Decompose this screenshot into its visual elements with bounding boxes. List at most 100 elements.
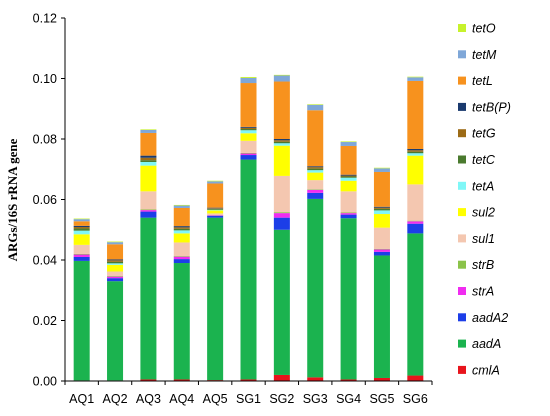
x-tick-label: SG4 bbox=[336, 392, 361, 406]
bar-segment-sg1-tetbp bbox=[240, 126, 257, 128]
bar-segment-aq5-sul1 bbox=[207, 213, 224, 215]
bar-segment-aq5-tetc bbox=[207, 208, 224, 210]
bar-segment-aq3-tetbp bbox=[140, 155, 157, 158]
legend-label: tetL bbox=[472, 74, 493, 88]
legend-swatch bbox=[458, 129, 466, 138]
bar-segment-sg2-teto bbox=[273, 74, 290, 76]
bar-segment-sg3-tetg bbox=[307, 167, 324, 169]
legend-swatch bbox=[458, 76, 466, 85]
bar-segment-aq2-tetm bbox=[107, 242, 124, 245]
bar-segment-aq5-aada bbox=[207, 217, 224, 381]
legend-swatch bbox=[458, 260, 466, 269]
legend-label: aadA2 bbox=[472, 311, 508, 325]
legend-label: sul2 bbox=[472, 206, 495, 220]
bar-segment-sg1-tetl bbox=[240, 83, 257, 127]
bar-segment-sg4-teta bbox=[340, 177, 357, 181]
x-tick-label: SG3 bbox=[303, 392, 328, 406]
bar-segment-sg6-tetbp bbox=[407, 148, 424, 151]
bar-segment-aq4-tetl bbox=[173, 207, 190, 227]
legend-swatch bbox=[458, 365, 466, 374]
y-tick-label: 0.06 bbox=[33, 193, 57, 207]
bar-segment-aq5-tetbp bbox=[207, 207, 224, 209]
bar-segment-sg6-strb bbox=[407, 220, 424, 222]
bar-segment-sg6-teto bbox=[407, 76, 424, 78]
bar-segment-sg6-stra bbox=[407, 221, 424, 224]
bar-segment-sg3-cmla bbox=[307, 377, 324, 381]
bar-segment-aq1-tetbp bbox=[73, 225, 90, 228]
bar-segment-aq3-sul2 bbox=[140, 165, 157, 192]
bar-segment-sg5-tetbp bbox=[373, 206, 390, 208]
bar-segment-aq3-aada bbox=[140, 217, 157, 380]
bar-segment-sg6-teta bbox=[407, 153, 424, 156]
legend-label: tetB(P) bbox=[472, 100, 511, 114]
bar-segment-sg4-tetbp bbox=[340, 174, 357, 176]
bar-segment-sg4-tetc bbox=[340, 176, 357, 178]
legend-swatch bbox=[458, 287, 466, 295]
bar-segment-sg1-strb bbox=[240, 152, 257, 154]
bar-segment-sg1-sul1 bbox=[240, 140, 257, 153]
bar-segment-aq1-stra bbox=[73, 254, 90, 257]
legend-label: cmlA bbox=[472, 363, 500, 377]
bar-segment-sg1-teta bbox=[240, 130, 257, 134]
bar-segment-sg2-strb bbox=[273, 212, 290, 214]
y-tick-label: 0.10 bbox=[33, 72, 57, 86]
x-tick-label: AQ3 bbox=[136, 392, 161, 406]
bar-segment-sg6-sul1 bbox=[407, 184, 424, 221]
bar-segment-sg1-aada bbox=[240, 159, 257, 380]
legend-label: tetC bbox=[472, 153, 496, 167]
bar-segment-sg4-aada bbox=[340, 218, 357, 380]
bar-segment-sg2-aada bbox=[273, 229, 290, 375]
bar-segment-sg4-aada2 bbox=[340, 214, 357, 219]
bar-segment-aq5-teta bbox=[207, 209, 224, 211]
bar-segment-aq3-strb bbox=[140, 209, 157, 211]
bar-segment-sg1-teto bbox=[240, 76, 257, 78]
bar-segment-sg6-tetg bbox=[407, 150, 424, 152]
y-tick-label: 0.08 bbox=[33, 133, 57, 147]
bar-segment-aq4-aada2 bbox=[173, 259, 190, 264]
bar-segment-sg1-tetg bbox=[240, 127, 257, 130]
bar-segment-sg3-tetbp bbox=[307, 166, 324, 168]
legend-label: tetA bbox=[472, 179, 494, 193]
bar-segment-aq3-tetm bbox=[140, 129, 157, 133]
bar-segment-sg6-cmla bbox=[407, 375, 424, 381]
bar-segment-sg5-stra bbox=[373, 249, 390, 252]
bar-segment-aq5-tetg bbox=[207, 208, 224, 209]
bar-segment-aq4-tetbp bbox=[173, 226, 190, 228]
bar-segment-aq5-sul2 bbox=[207, 210, 224, 214]
bar-segment-sg5-cmla bbox=[373, 377, 390, 381]
bar-segment-aq1-tetl bbox=[73, 221, 90, 226]
bar-segment-aq2-tetc bbox=[107, 261, 124, 264]
bar-segment-sg1-cmla bbox=[240, 379, 257, 381]
bar-segment-aq1-strb bbox=[73, 253, 90, 255]
bar-segment-sg3-sul1 bbox=[307, 180, 324, 190]
legend-label: tetO bbox=[472, 22, 496, 36]
legend-swatch bbox=[458, 181, 466, 190]
bar-segment-sg5-aada2 bbox=[373, 251, 390, 256]
bar-segment-sg5-tetm bbox=[373, 168, 390, 172]
bar-segment-sg3-stra bbox=[307, 189, 324, 193]
bar-segment-aq3-cmla bbox=[140, 379, 157, 381]
legend: tetO tetM tetL tetB(P) tetG tetC tetA sul2 sul1 s… bbox=[458, 22, 511, 377]
bar-segment-aq1-sul2 bbox=[73, 234, 90, 245]
bar-segment-aq4-sul2 bbox=[173, 233, 190, 243]
bar-segment-aq2-teto bbox=[107, 241, 124, 243]
bar-segment-aq4-sul1 bbox=[173, 242, 190, 257]
bar-segment-sg5-tetc bbox=[373, 208, 390, 211]
legend-label: strB bbox=[472, 258, 494, 272]
legend-label: aadA bbox=[472, 337, 501, 351]
bar-segment-sg4-stra bbox=[340, 213, 357, 215]
bar-segment-aq5-teto bbox=[207, 180, 224, 182]
bar-segment-sg4-teto bbox=[340, 141, 357, 143]
bar-segment-aq5-stra bbox=[207, 215, 224, 216]
bar-segment-aq4-strb bbox=[173, 256, 190, 257]
bar-segment-aq3-teto bbox=[140, 129, 157, 130]
x-tick-label: SG2 bbox=[269, 392, 294, 406]
bar-segment-aq1-aada2 bbox=[73, 256, 90, 261]
bars-group bbox=[73, 74, 424, 381]
bar-segment-sg5-strb bbox=[373, 248, 390, 250]
bar-segment-sg2-cmla bbox=[273, 374, 290, 381]
legend-label: sul1 bbox=[472, 232, 495, 246]
legend-swatch bbox=[458, 234, 466, 243]
legend-label: strA bbox=[472, 285, 494, 299]
